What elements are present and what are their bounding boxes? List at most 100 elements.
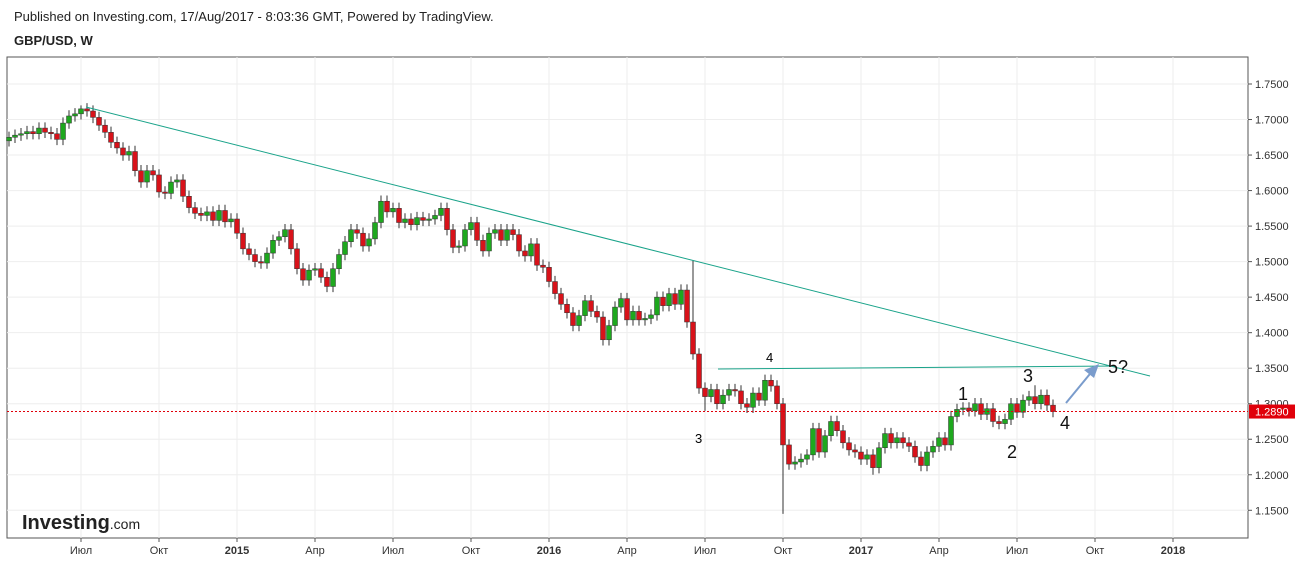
candle-body — [978, 403, 984, 415]
candle-body — [678, 289, 684, 305]
x-tick-label: Июл — [70, 545, 92, 557]
candle-body — [642, 318, 648, 321]
candle-body — [990, 408, 996, 422]
candle-body — [534, 243, 540, 266]
candle-body — [720, 394, 726, 404]
candle-body — [888, 433, 894, 444]
candle-body — [378, 200, 384, 223]
wave-label: 4 — [1060, 413, 1070, 433]
candle-body — [12, 134, 18, 138]
candle-body — [192, 207, 198, 214]
candle-body — [144, 170, 150, 183]
candle-body — [684, 289, 690, 323]
candle-body — [30, 131, 36, 134]
candle-body — [858, 451, 864, 460]
candle-body — [204, 211, 210, 216]
candle-body — [162, 191, 168, 194]
candle-body — [258, 261, 264, 264]
x-tick-label: Окт — [150, 545, 169, 557]
candle-body — [510, 229, 516, 235]
candle-body — [132, 151, 138, 171]
candle-body — [606, 325, 612, 341]
candle-body — [666, 293, 672, 306]
candle-body — [72, 113, 78, 117]
x-tick-label: Июл — [1006, 545, 1028, 557]
candle-body — [870, 454, 876, 468]
candle-body — [180, 179, 186, 197]
candle-body — [702, 387, 708, 397]
candle-body — [186, 196, 192, 208]
candle-body — [924, 451, 930, 466]
candle-body — [960, 407, 966, 410]
wave-label: 4 — [766, 350, 773, 365]
candle-body — [126, 151, 132, 156]
candle-body — [468, 222, 474, 230]
candle-body — [444, 208, 450, 230]
candle-body — [654, 296, 660, 316]
x-tick-label: Июл — [694, 545, 716, 557]
candle-body — [522, 250, 528, 257]
candle-body — [432, 215, 438, 220]
candle-body — [1050, 404, 1056, 412]
candle-body — [300, 268, 306, 281]
candle-body — [216, 210, 222, 221]
candle-body — [312, 268, 318, 271]
candle-body — [1020, 399, 1026, 413]
candle-body — [672, 293, 678, 305]
candle-body — [744, 403, 750, 408]
candle-body — [624, 298, 630, 321]
candle-body — [786, 444, 792, 465]
candle-body — [234, 218, 240, 234]
candle-body — [528, 243, 534, 257]
candle-body — [420, 217, 426, 221]
candle-body — [774, 385, 780, 404]
chart-title: GBP/USD, W — [14, 33, 93, 48]
candle-body — [768, 380, 774, 387]
candle-body — [306, 269, 312, 281]
candle-body — [318, 268, 324, 278]
wave-label: 3 — [1023, 366, 1033, 386]
x-tick-label: Окт — [462, 545, 481, 557]
candle-body — [60, 122, 66, 140]
candle-body — [102, 124, 108, 133]
candle-body — [1032, 396, 1038, 404]
candle-body — [342, 241, 348, 255]
logo: Investing.com — [22, 512, 140, 534]
candle-body — [1026, 396, 1032, 401]
logo-suffix: .com — [110, 516, 140, 532]
candle-body — [222, 210, 228, 223]
candle-body — [846, 442, 852, 451]
candle-body — [456, 245, 462, 248]
candle-body — [24, 131, 30, 134]
candle-body — [438, 208, 444, 216]
candle-body — [294, 248, 300, 269]
y-tick-label: 1.4500 — [1255, 292, 1289, 304]
candle-body — [54, 133, 60, 140]
candle-body — [750, 392, 756, 408]
candle-body — [276, 236, 282, 241]
candle-body — [906, 442, 912, 447]
candle-body — [324, 277, 330, 287]
wave-label: 3 — [695, 431, 702, 446]
candle-body — [966, 407, 972, 412]
arrow-head — [1084, 364, 1099, 378]
candle-body — [1002, 419, 1008, 424]
candle-body — [246, 248, 252, 255]
candle-body — [552, 281, 558, 294]
candle-body — [810, 428, 816, 456]
candle-body — [252, 254, 258, 262]
candle-body — [852, 449, 858, 453]
candle-body — [894, 437, 900, 444]
candle-body — [1044, 394, 1050, 406]
candle-body — [348, 229, 354, 242]
y-tick-label: 1.4000 — [1255, 328, 1289, 340]
trend-line — [85, 106, 1151, 377]
candle-body — [474, 222, 480, 241]
candle-body — [792, 461, 798, 465]
candle-body — [354, 229, 360, 234]
candle-body — [156, 174, 162, 193]
candle-body — [498, 229, 504, 241]
candle-body — [546, 267, 552, 282]
candle-body — [804, 454, 810, 460]
candle-body — [660, 296, 666, 306]
